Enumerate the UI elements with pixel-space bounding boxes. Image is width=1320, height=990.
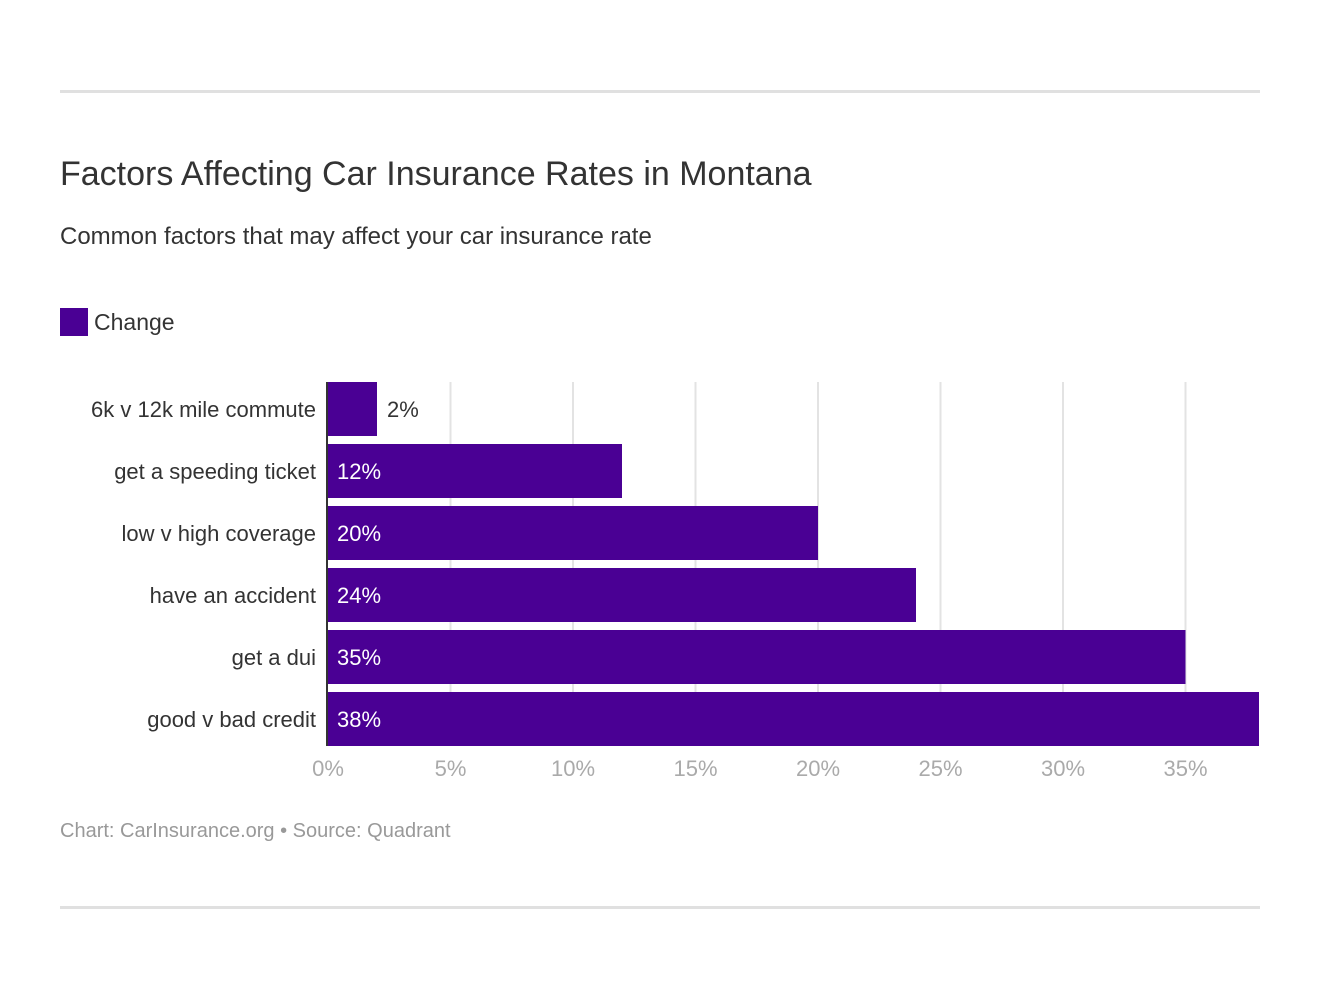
bar bbox=[328, 506, 818, 560]
x-tick-label: 20% bbox=[796, 756, 840, 781]
data-label: 12% bbox=[337, 459, 381, 484]
x-tick-label: 15% bbox=[673, 756, 717, 781]
category-label: get a speeding ticket bbox=[114, 459, 316, 484]
data-label: 24% bbox=[337, 583, 381, 608]
bar bbox=[328, 568, 916, 622]
legend-swatch bbox=[60, 308, 88, 336]
data-label: 20% bbox=[337, 521, 381, 546]
legend: Change bbox=[60, 308, 175, 336]
x-tick-label: 35% bbox=[1163, 756, 1207, 781]
category-label: have an accident bbox=[150, 583, 316, 608]
x-tick-label: 30% bbox=[1041, 756, 1085, 781]
bar bbox=[328, 630, 1186, 684]
top-divider bbox=[60, 90, 1260, 93]
data-label: 2% bbox=[387, 397, 419, 422]
x-tick-label: 25% bbox=[918, 756, 962, 781]
category-label: low v high coverage bbox=[122, 521, 316, 546]
chart-subtitle: Common factors that may affect your car … bbox=[60, 223, 652, 250]
x-tick-label: 10% bbox=[551, 756, 595, 781]
x-tick-label: 5% bbox=[435, 756, 467, 781]
bottom-divider bbox=[60, 906, 1260, 909]
category-label: 6k v 12k mile commute bbox=[91, 397, 316, 422]
legend-label: Change bbox=[94, 308, 175, 335]
x-tick-label: 0% bbox=[312, 756, 344, 781]
bar bbox=[328, 444, 622, 498]
bar bbox=[328, 692, 1259, 746]
bar bbox=[328, 382, 377, 436]
category-label: good v bad credit bbox=[147, 707, 316, 732]
category-label: get a dui bbox=[232, 645, 316, 670]
data-label: 35% bbox=[337, 645, 381, 670]
data-label: 38% bbox=[337, 707, 381, 732]
chart-footer: Chart: CarInsurance.org • Source: Quadra… bbox=[60, 820, 451, 842]
chart-title: Factors Affecting Car Insurance Rates in… bbox=[60, 155, 812, 193]
